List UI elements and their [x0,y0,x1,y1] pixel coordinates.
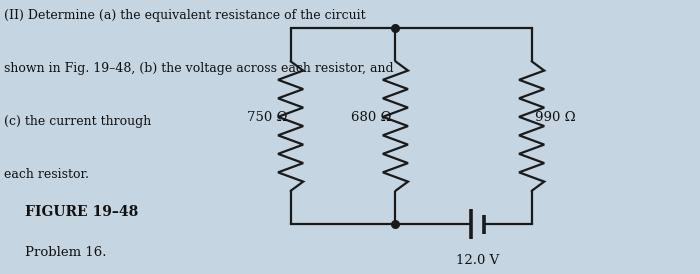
Text: shown in Fig. 19–48, (b) the voltage across each resistor, and: shown in Fig. 19–48, (b) the voltage acr… [4,62,394,75]
Text: (II) Determine (a) the equivalent resistance of the circuit: (II) Determine (a) the equivalent resist… [4,9,366,22]
Text: Problem 16.: Problem 16. [25,246,106,259]
Text: each resistor.: each resistor. [4,168,89,181]
Text: 12.0 V: 12.0 V [456,254,499,267]
Text: FIGURE 19–48: FIGURE 19–48 [25,205,139,219]
Text: 750 Ω: 750 Ω [246,112,287,124]
Text: 680 Ω: 680 Ω [351,112,392,124]
Text: 990 Ω: 990 Ω [535,112,576,124]
Text: (c) the current through: (c) the current through [4,115,151,128]
